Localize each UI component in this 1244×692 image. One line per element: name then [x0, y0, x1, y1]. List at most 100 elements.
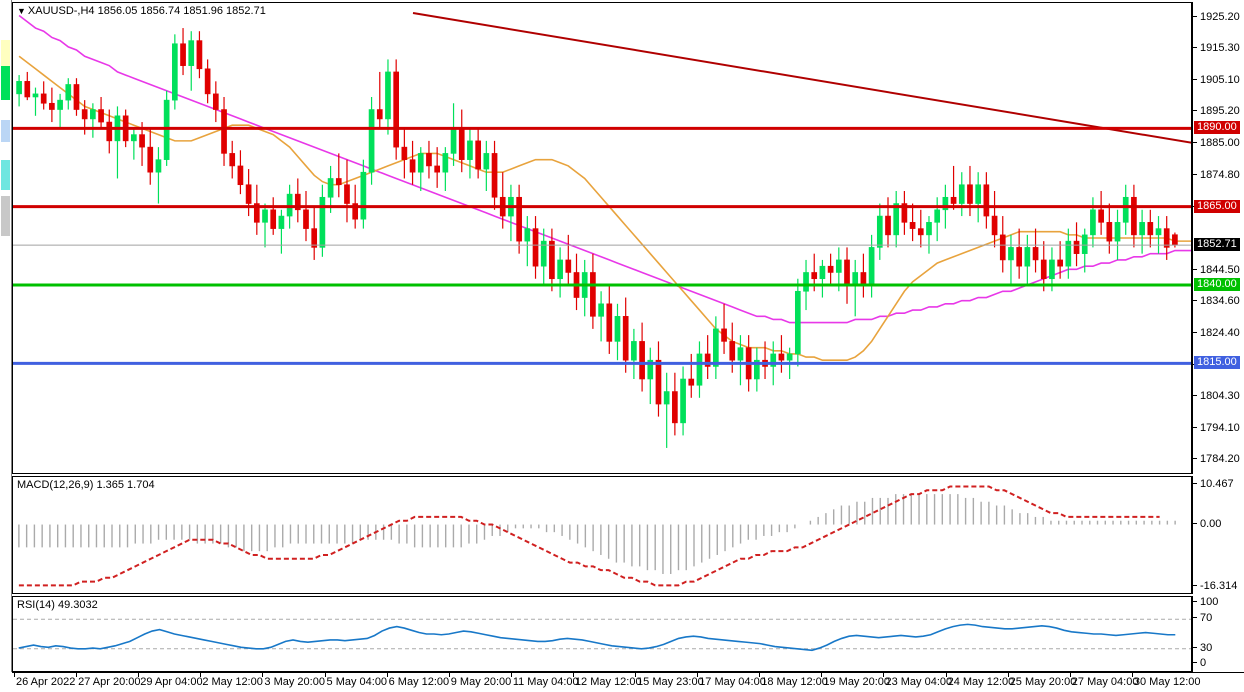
macd-axis-tick: 0.00: [1193, 518, 1221, 530]
price-axis-badge[interactable]: 1815.00: [1194, 356, 1240, 370]
candle-body-bullish: [385, 71, 391, 120]
price-plot-area[interactable]: [13, 3, 1191, 473]
candle-body-bullish: [631, 341, 637, 361]
candle-body-bullish: [794, 290, 801, 355]
candle-body-bearish: [532, 228, 539, 267]
candle-body-bullish: [663, 391, 670, 405]
rsi-plot-area[interactable]: [13, 597, 1191, 671]
candle-body-bearish: [917, 228, 924, 236]
candle-body-bearish: [672, 391, 678, 424]
price-axis[interactable]: 1925.20 1915.30 1905.10 1895.20 1885.00 1874.…: [1192, 2, 1244, 474]
time-axis-label: 18 May 12:00: [761, 676, 828, 688]
price-axis-badge[interactable]: 1890.00: [1194, 121, 1240, 135]
time-axis-tick: [697, 673, 699, 677]
price-axis-badge[interactable]: 1852.71: [1194, 238, 1240, 252]
candle-body-bearish: [688, 378, 695, 386]
candle-body-bearish: [704, 353, 711, 367]
candle-body-bullish: [614, 316, 621, 342]
price-axis-tick: 1925.20: [1193, 11, 1240, 23]
macd-pane[interactable]: MACD(12,26,9) 1.365 1.704: [12, 476, 1192, 594]
candle-body-bullish: [188, 40, 195, 66]
MACD-signal: [18, 485, 1160, 587]
MA-slow: [18, 14, 1191, 324]
candle-body-bullish: [852, 272, 859, 286]
time-axis-tick: [759, 673, 761, 677]
candle-body-bearish: [909, 222, 916, 229]
price-axis-badge[interactable]: 1865.00: [1194, 199, 1240, 213]
time-axis-label: 19 May 20:00: [823, 676, 891, 688]
candle-body-bearish: [245, 184, 252, 204]
candle-body-bearish: [655, 359, 662, 405]
rsi-axis-tick: 70: [1193, 612, 1212, 624]
time-axis-tick: [448, 673, 450, 677]
macd-axis[interactable]: 10.467 0.00 -16.314: [1192, 476, 1244, 594]
candle-body-bullish: [934, 209, 941, 223]
time-axis-label: 29 Apr 04:00: [140, 676, 203, 688]
candle-body-bearish: [24, 81, 31, 98]
price-axis-badge[interactable]: 1840.00: [1194, 278, 1240, 291]
candle-body-bullish: [368, 109, 375, 173]
candle-body-bearish: [983, 184, 990, 217]
candle-body-bullish: [942, 196, 949, 211]
time-axis-tick: [1131, 673, 1133, 677]
candle-body-bearish: [49, 102, 55, 110]
time-axis-label: 27 Apr 20:00: [78, 676, 141, 688]
candle-body-bearish: [565, 259, 572, 273]
MACD-histogram: [18, 494, 1176, 574]
left-gutter-strip[interactable]: [0, 0, 12, 672]
price-chart-pane[interactable]: ▼ XAUUSD-,H4 1856.05 1856.74 1851.96 1852…: [12, 2, 1192, 474]
candlestick-series: [16, 28, 1178, 448]
macd-plot-area[interactable]: [13, 477, 1191, 593]
candle-body-bearish: [778, 353, 785, 361]
candle-body-bullish: [598, 303, 604, 317]
candle-body-bullish: [819, 265, 826, 280]
candle-body-bearish: [270, 209, 277, 229]
price-axis-tick: 1784.20: [1193, 453, 1240, 465]
candle-body-bearish: [106, 121, 113, 142]
candle-body-bullish: [713, 328, 719, 367]
candle-body-bearish: [409, 159, 416, 173]
candle-body-bearish: [196, 40, 203, 70]
candle-body-bearish: [1073, 240, 1080, 254]
gutter-color-mark: [1, 40, 10, 66]
candle-body-bullish: [1024, 247, 1031, 267]
candle-body-bearish: [1131, 196, 1137, 236]
candle-body-bearish: [401, 146, 408, 160]
time-axis-label: 12 May 12:00: [574, 676, 642, 688]
candle-body-bearish: [212, 93, 219, 110]
time-axis-label: 11 May 04:00: [512, 676, 579, 688]
candle-body-bearish: [549, 240, 555, 280]
candle-body-bearish: [393, 71, 400, 148]
rsi-axis[interactable]: 100 70 30 0: [1192, 596, 1244, 672]
candle-body-bearish: [335, 178, 342, 186]
candle-body-bullish: [835, 259, 842, 273]
candle-body-bullish: [483, 153, 490, 170]
candle-body-bullish: [803, 272, 809, 292]
candle-body-bullish: [754, 359, 760, 380]
candle-body-bullish: [65, 84, 72, 101]
candle-body-bullish: [557, 259, 563, 280]
candle-body-bullish: [680, 378, 686, 424]
time-axis-tick: [945, 673, 947, 677]
candle-body-bearish: [98, 109, 104, 123]
candle-body-bearish: [311, 228, 318, 248]
time-axis-label: 6 May 12:00: [388, 676, 450, 688]
candle-body-bearish: [516, 196, 522, 242]
candle-body-bullish: [1139, 222, 1145, 236]
time-axis-tick: [138, 673, 140, 677]
candle-body-bullish: [286, 193, 293, 217]
candle-body-bearish: [352, 203, 359, 220]
candle-body-bullish: [1049, 259, 1055, 280]
macd-axis-tick: 10.467: [1193, 478, 1234, 490]
gutter-color-mark: [1, 66, 10, 100]
candle-body-bullish: [524, 228, 531, 242]
collapse-arrow-icon[interactable]: ▼: [17, 6, 26, 16]
rsi-axis-tick: 0: [1193, 657, 1206, 669]
time-axis-label: 9 May 20:00: [450, 676, 512, 688]
candle-body-bullish: [737, 347, 744, 361]
time-axis[interactable]: 26 Apr 2022 27 Apr 20:00 29 Apr 04:00 2 May…: [12, 672, 1244, 692]
candle-body-bearish: [991, 215, 998, 236]
candle-body-bearish: [827, 265, 834, 273]
rsi-pane[interactable]: RSI(14) 49.3032: [12, 596, 1192, 672]
